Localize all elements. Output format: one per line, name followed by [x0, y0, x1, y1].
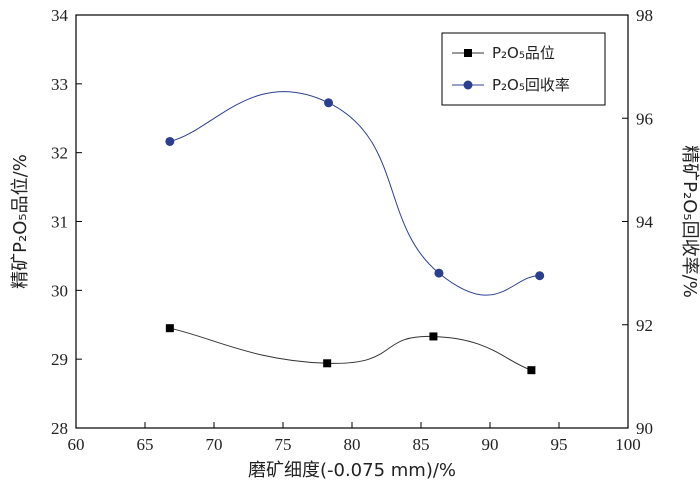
- x-tick-label: 95: [551, 435, 568, 454]
- legend-marker-circle: [463, 80, 473, 90]
- series-layer: [165, 91, 545, 375]
- data-point-circle: [165, 136, 175, 146]
- right-y-tick-label: 98: [636, 6, 653, 25]
- right-y-tick-label: 94: [636, 213, 654, 232]
- data-point-square: [429, 332, 438, 341]
- x-tick-label: 100: [615, 435, 641, 454]
- x-tick-label: 90: [482, 435, 499, 454]
- x-tick-label: 65: [137, 435, 154, 454]
- data-point-circle: [434, 268, 444, 278]
- legend-marker-square: [464, 49, 472, 57]
- left-y-tick-label: 31: [51, 213, 68, 232]
- legend-box: [441, 32, 606, 106]
- x-tick-label: 80: [344, 435, 361, 454]
- series-line-2: [169, 91, 540, 296]
- series-line-1: [169, 327, 532, 371]
- left-y-tick-label: 33: [51, 75, 68, 94]
- x-tick-label: 75: [275, 435, 292, 454]
- legend: P₂O₅品位 P₂O₅回收率: [441, 32, 606, 106]
- x-tick-label: 60: [68, 435, 85, 454]
- data-point-square: [323, 359, 332, 368]
- x-tick-label: 85: [413, 435, 430, 454]
- x-tick-label: 70: [206, 435, 223, 454]
- left-y-axis-title: 精矿P₂O₅品位/%: [10, 154, 31, 289]
- left-y-tick-label: 30: [51, 281, 68, 300]
- data-point-circle: [324, 98, 334, 108]
- legend-label-2: P₂O₅回收率: [492, 76, 570, 94]
- left-y-tick-label: 32: [51, 144, 68, 163]
- data-point-circle: [535, 271, 545, 281]
- left-y-tick-label: 29: [51, 350, 68, 369]
- left-y-tick-label: 28: [51, 419, 68, 438]
- right-y-tick-label: 92: [636, 316, 653, 335]
- right-y-axis-title: 精矿P₂O₅回收率/%: [679, 145, 700, 298]
- data-point-square: [165, 324, 174, 333]
- left-y-tick-label: 34: [51, 6, 69, 25]
- x-axis-ticks: 60 65 70 75 80 85 90 95 100: [68, 422, 641, 454]
- left-y-axis-ticks: 28 29 30 31 32 33 34: [51, 6, 82, 438]
- right-y-axis-ticks: 90 92 94 96 98: [622, 6, 654, 438]
- right-y-tick-label: 96: [636, 109, 653, 128]
- x-axis-title: 磨矿细度(-0.075 mm)/%: [248, 460, 456, 481]
- legend-label-1: P₂O₅品位: [492, 44, 555, 62]
- data-point-square: [527, 366, 536, 375]
- right-y-tick-label: 90: [636, 419, 653, 438]
